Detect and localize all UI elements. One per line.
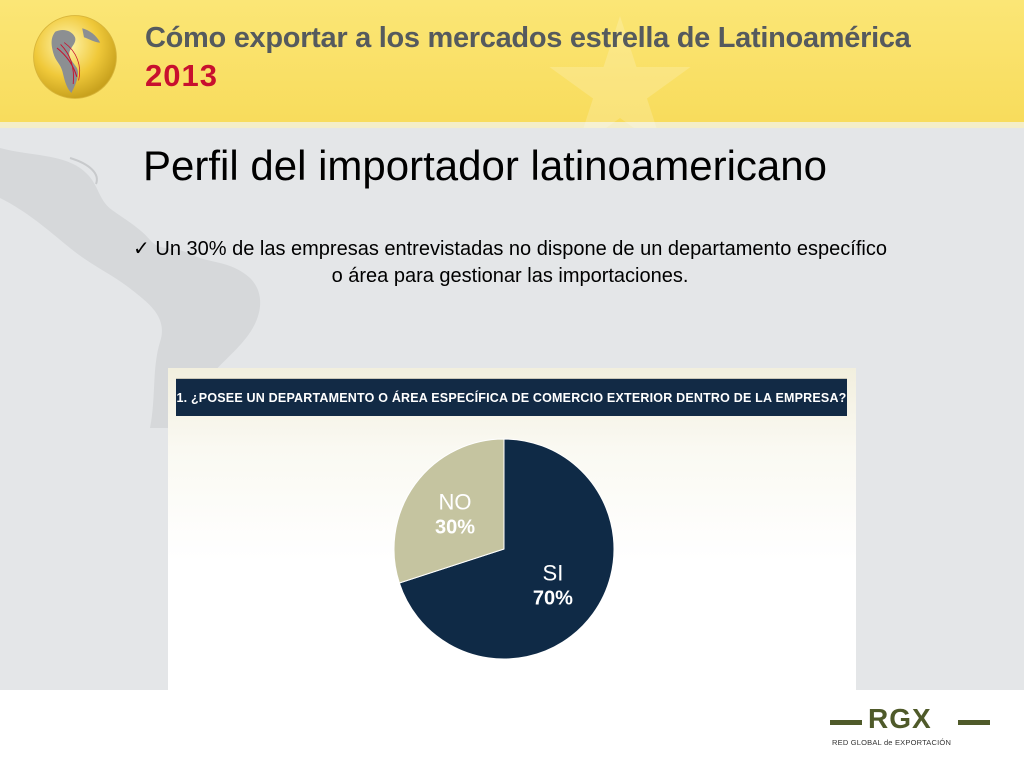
pie-label-si: SI bbox=[543, 561, 564, 586]
pie-value-si: 70% bbox=[533, 588, 573, 610]
logo-subtitle: RED GLOBAL de EXPORTACIÓN bbox=[832, 738, 952, 747]
pie-label-no: NO bbox=[439, 489, 472, 514]
pie-slice-no bbox=[393, 438, 505, 584]
header-year: 2013 bbox=[145, 58, 218, 93]
slide-title: Perfil del importador latinoamericano bbox=[143, 142, 827, 189]
globe-icon bbox=[33, 15, 117, 99]
header-band bbox=[0, 0, 1024, 122]
rgx-logo-icon bbox=[830, 720, 990, 725]
logo-text: RGX bbox=[868, 703, 932, 734]
pie-slice-si bbox=[398, 438, 615, 660]
pie-slices bbox=[393, 438, 615, 660]
chart-question-bar: 1. ¿POSEE UN DEPARTAMENTO O ÁREA ESPECÍF… bbox=[176, 378, 847, 416]
header-title: Cómo exportar a los mercados estrella de… bbox=[145, 22, 911, 54]
header-divider bbox=[0, 122, 1024, 128]
chart-title: 1. ¿POSEE UN DEPARTAMENTO O ÁREA ESPECÍF… bbox=[176, 390, 847, 405]
pie-value-no: 30% bbox=[435, 516, 475, 538]
bullet-text: Un 30% de las empresas entrevistadas no … bbox=[155, 238, 887, 287]
checkmark-icon: ✓ bbox=[133, 238, 150, 260]
map-watermark-icon bbox=[0, 148, 261, 428]
star-watermark-icon bbox=[549, 16, 691, 150]
bullet-point: ✓ Un 30% de las empresas entrevistadas n… bbox=[130, 236, 890, 290]
